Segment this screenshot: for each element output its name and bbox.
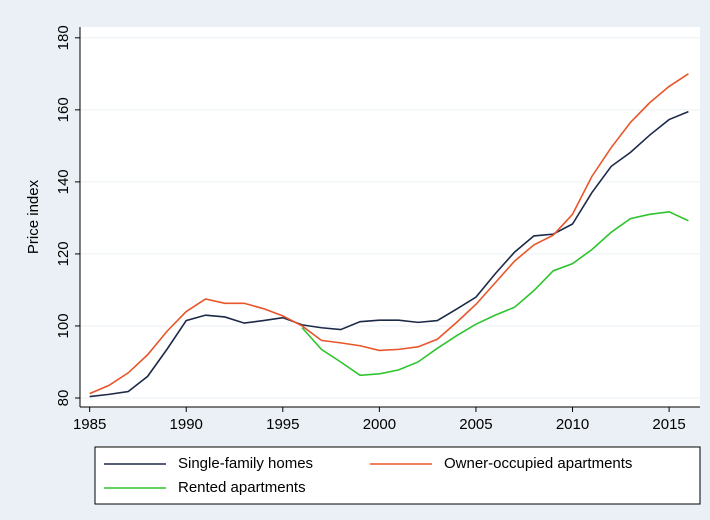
plot-area: [80, 27, 700, 407]
legend-box: [94, 446, 701, 505]
x-tick-label: 1995: [266, 416, 299, 433]
legend-label: Rented apartments: [178, 479, 306, 496]
series-line: [89, 73, 689, 395]
x-tick-label: 2005: [459, 416, 492, 433]
y-tick-label: 80: [55, 390, 72, 407]
y-tick-label: 180: [55, 25, 72, 50]
y-tick-label: 140: [55, 169, 72, 194]
y-tick-label: 100: [55, 313, 72, 338]
x-tick-label: 2015: [652, 416, 685, 433]
x-tick-label: 1990: [170, 416, 203, 433]
series-line: [301, 210, 689, 377]
y-tick-label: 160: [55, 97, 72, 122]
legend-label: Single-family homes: [178, 455, 313, 472]
legend-label: Owner-occupied apartments: [444, 455, 632, 472]
x-tick-label: 2010: [556, 416, 589, 433]
x-tick-label: 1985: [73, 416, 106, 433]
series-line: [89, 110, 689, 398]
x-tick-label: 2000: [363, 416, 396, 433]
y-tick-label: 120: [55, 241, 72, 266]
y-axis-label: Price index: [25, 179, 42, 254]
